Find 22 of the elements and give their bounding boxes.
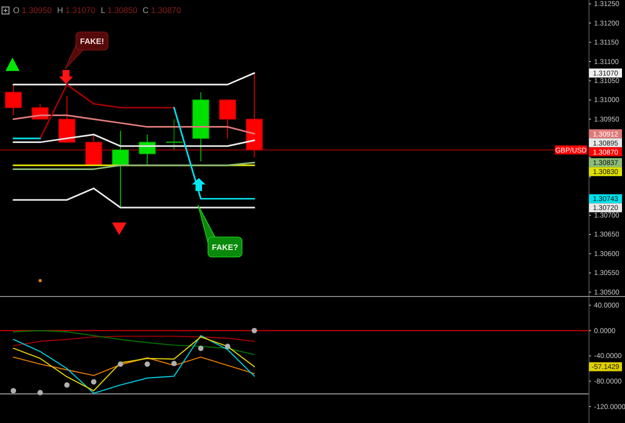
text: O 1.30950 H 1.31070 L 1.30850 C 1.30870 [13, 5, 182, 15]
point [10, 388, 16, 394]
candlestick [85, 134, 102, 166]
candlestick [219, 99, 236, 139]
line-series [12, 330, 255, 356]
point [224, 344, 230, 350]
point [252, 328, 258, 334]
annotation: FAKE! [80, 37, 104, 46]
point [91, 379, 96, 385]
line-series [12, 356, 255, 376]
candlestick [4, 84, 22, 116]
point [144, 361, 150, 367]
point [37, 390, 43, 396]
annotation: FAKE? [212, 243, 238, 252]
candlestick [58, 96, 76, 143]
candlestick [166, 118, 182, 150]
point [171, 360, 177, 366]
line-series [12, 336, 255, 346]
point [118, 361, 124, 367]
point [198, 346, 204, 351]
point [64, 382, 70, 388]
candlestick [112, 130, 129, 208]
